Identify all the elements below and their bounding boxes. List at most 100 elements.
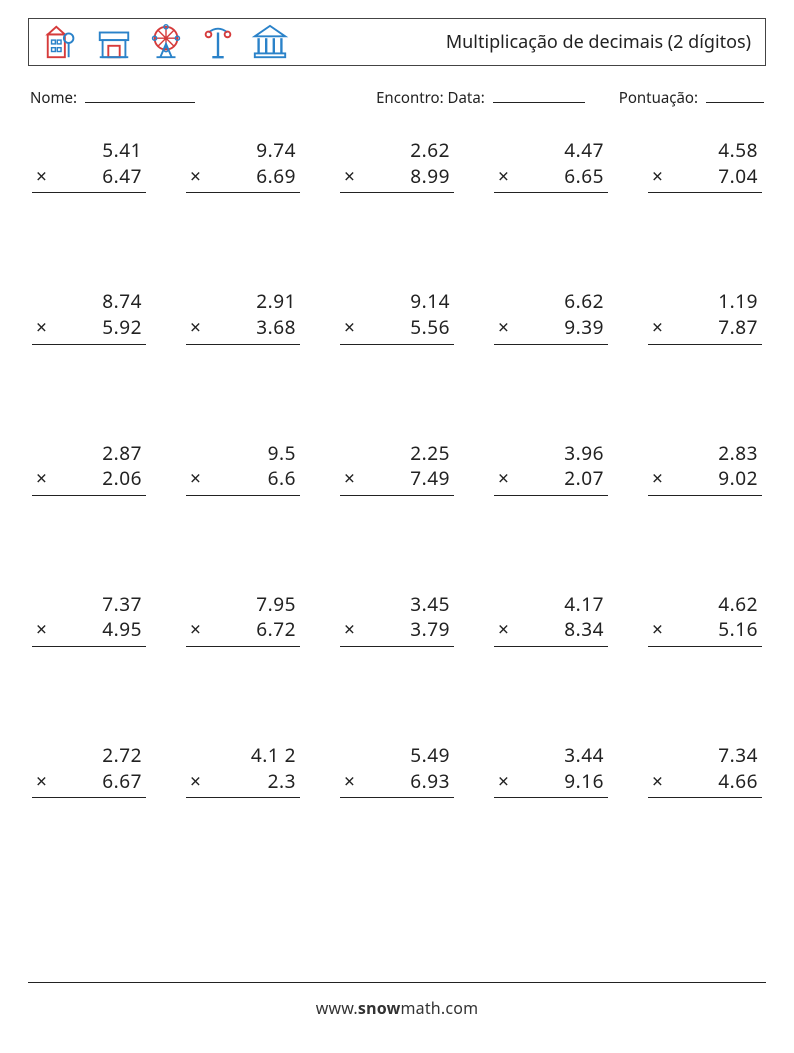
- operator: ×: [498, 315, 512, 341]
- multiplier: 2.06: [50, 466, 142, 492]
- problem-rule: [494, 495, 608, 496]
- problem: 5.41×6.47: [32, 138, 146, 193]
- multiplicand: 2.83: [666, 441, 758, 467]
- multiplier: 6.72: [204, 617, 296, 643]
- multiplier: 7.87: [666, 315, 758, 341]
- problem: 2.62×8.99: [340, 138, 454, 193]
- problem-rule: [340, 344, 454, 345]
- multiplicand: 7.34: [666, 743, 758, 769]
- problem-rule: [32, 495, 146, 496]
- shop-icon: [95, 23, 133, 61]
- multiplicand: 9.14: [358, 289, 450, 315]
- problem-rule: [340, 192, 454, 193]
- operator: ×: [190, 466, 204, 492]
- multiplicand: 2.62: [358, 138, 450, 164]
- url-bold: snow: [358, 997, 401, 1019]
- multiplicand: 2.87: [50, 441, 142, 467]
- name-blank[interactable]: [85, 88, 195, 103]
- problem-rule: [186, 344, 300, 345]
- worksheet-title: Multiplicação de decimais (2 dígitos): [446, 30, 751, 54]
- multiplicand: 8.74: [50, 289, 142, 315]
- multiplier: 9.39: [512, 315, 604, 341]
- operator: ×: [190, 164, 204, 190]
- operator: ×: [344, 466, 358, 492]
- problem: 9.14×5.56: [340, 289, 454, 344]
- problem-rule: [32, 646, 146, 647]
- problem-rule: [494, 797, 608, 798]
- problem: 2.91×3.68: [186, 289, 300, 344]
- multiplicand: 7.37: [50, 592, 142, 618]
- problem-rule: [494, 192, 608, 193]
- footer-url: www.snowmath.com: [0, 997, 794, 1019]
- problem-rule: [32, 797, 146, 798]
- operator: ×: [190, 617, 204, 643]
- operator: ×: [652, 466, 666, 492]
- multiplier: 6.6: [204, 466, 296, 492]
- date-blank[interactable]: [493, 88, 585, 103]
- operator: ×: [498, 769, 512, 795]
- multiplicand: 7.95: [204, 592, 296, 618]
- problem-rule: [340, 797, 454, 798]
- operator: ×: [652, 769, 666, 795]
- multiplicand: 4.58: [666, 138, 758, 164]
- operator: ×: [652, 164, 666, 190]
- operator: ×: [344, 769, 358, 795]
- operator: ×: [498, 164, 512, 190]
- operator: ×: [190, 769, 204, 795]
- problem-rule: [186, 646, 300, 647]
- problem: 3.44×9.16: [494, 743, 608, 798]
- problem: 4.1 2×2.3: [186, 743, 300, 798]
- problem: 4.47×6.65: [494, 138, 608, 193]
- problem-rule: [32, 344, 146, 345]
- multiplicand: 3.44: [512, 743, 604, 769]
- multiplicand: 9.74: [204, 138, 296, 164]
- multiplier: 3.68: [204, 315, 296, 341]
- problem-rule: [648, 192, 762, 193]
- multiplier: 3.79: [358, 617, 450, 643]
- operator: ×: [36, 164, 50, 190]
- problem-rule: [494, 646, 608, 647]
- problem: 4.62×5.16: [648, 592, 762, 647]
- multiplier: 5.16: [666, 617, 758, 643]
- multiplicand: 9.5: [204, 441, 296, 467]
- operator: ×: [344, 315, 358, 341]
- problems-grid: 5.41×6.479.74×6.692.62×8.994.47×6.654.58…: [28, 138, 766, 798]
- multiplicand: 4.47: [512, 138, 604, 164]
- footer-rule: [28, 982, 766, 983]
- meta-row: Nome: Encontro: Data: Pontuação:: [30, 88, 764, 108]
- building-icon: [43, 23, 81, 61]
- multiplicand: 2.72: [50, 743, 142, 769]
- problem: 7.95×6.72: [186, 592, 300, 647]
- problem: 1.19×7.87: [648, 289, 762, 344]
- ferris-wheel-icon: [147, 23, 185, 61]
- operator: ×: [36, 617, 50, 643]
- multiplicand: 3.96: [512, 441, 604, 467]
- problem: 7.37×4.95: [32, 592, 146, 647]
- problem: 2.83×9.02: [648, 441, 762, 496]
- multiplier: 8.99: [358, 164, 450, 190]
- multiplier: 6.69: [204, 164, 296, 190]
- problem-rule: [648, 646, 762, 647]
- problem-rule: [648, 797, 762, 798]
- multiplier: 5.92: [50, 315, 142, 341]
- operator: ×: [36, 769, 50, 795]
- multiplier: 7.49: [358, 466, 450, 492]
- multiplicand: 2.91: [204, 289, 296, 315]
- problem: 5.49×6.93: [340, 743, 454, 798]
- operator: ×: [36, 466, 50, 492]
- multiplicand: 5.49: [358, 743, 450, 769]
- problem: 3.96×2.07: [494, 441, 608, 496]
- problem-rule: [186, 192, 300, 193]
- problem: 3.45×3.79: [340, 592, 454, 647]
- problem: 4.17×8.34: [494, 592, 608, 647]
- multiplier: 6.67: [50, 769, 142, 795]
- problem-rule: [494, 344, 608, 345]
- problem: 2.87×2.06: [32, 441, 146, 496]
- operator: ×: [652, 617, 666, 643]
- problem: 6.62×9.39: [494, 289, 608, 344]
- score-blank[interactable]: [706, 88, 764, 103]
- multiplicand: 4.17: [512, 592, 604, 618]
- multiplicand: 3.45: [358, 592, 450, 618]
- multiplicand: 4.1 2: [204, 743, 296, 769]
- multiplier: 2.07: [512, 466, 604, 492]
